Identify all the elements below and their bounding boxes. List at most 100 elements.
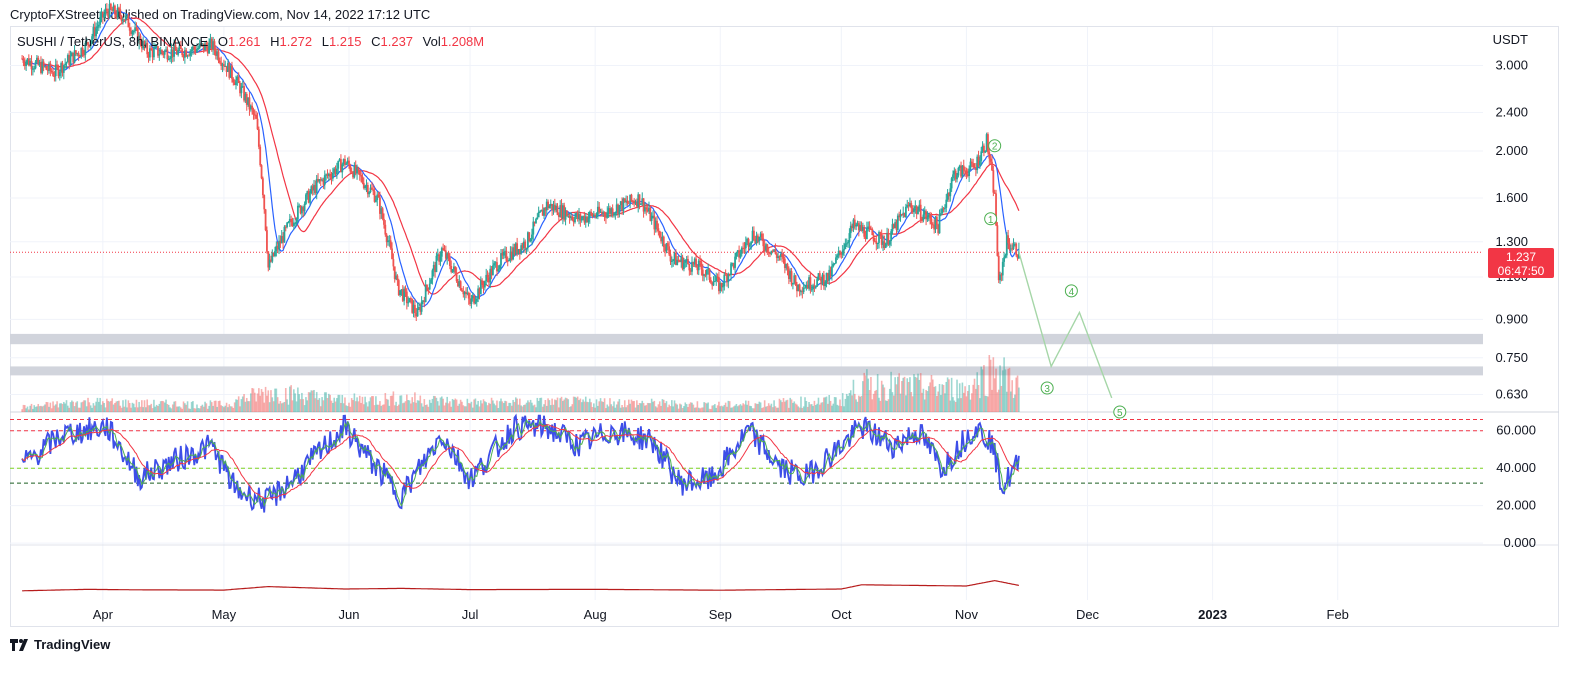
candle-body [146, 42, 149, 55]
candle-body [586, 216, 588, 223]
volume-bar [57, 407, 60, 412]
volume-bar [75, 402, 77, 412]
candle-body [622, 198, 625, 211]
candle-body [189, 50, 192, 56]
volume-bar [626, 405, 629, 412]
volume-bar [223, 407, 225, 412]
volume-bar [454, 398, 457, 412]
volume-bar [973, 378, 976, 412]
candle-body [442, 248, 445, 250]
volume-bar [415, 402, 418, 412]
symbol-label[interactable]: SUSHI / TetherUS, 8h, BINANCE [17, 34, 209, 49]
volume-bar [345, 405, 348, 412]
volume-bar [147, 405, 150, 412]
candle-body [648, 207, 650, 212]
volume-bar [638, 403, 641, 412]
candle-body [309, 193, 311, 203]
price-tick-label: 0.900 [1495, 311, 1528, 326]
candle-body [848, 233, 851, 242]
candle-body [981, 145, 984, 152]
candle-body [529, 239, 532, 242]
candle-body [46, 69, 49, 71]
volume-bar [761, 408, 763, 412]
candle-body [560, 205, 563, 219]
volume-bar [944, 393, 946, 412]
volume-bar [773, 400, 775, 412]
rsi-line [21, 413, 1020, 513]
volume-bar [198, 408, 201, 412]
volume-bar [282, 402, 284, 412]
wave-label: 3 [1044, 384, 1050, 395]
candle-body [457, 281, 459, 287]
candle-body [1008, 242, 1011, 250]
volume-bar [695, 407, 697, 412]
volume-bar [914, 376, 917, 412]
volume-bar [745, 400, 747, 412]
candle-body [879, 232, 882, 235]
candle-body [962, 165, 965, 171]
volume-bar [362, 404, 365, 412]
volume-bar [424, 405, 427, 412]
volume-bar [835, 397, 837, 412]
candle-body [482, 285, 485, 288]
candle-body [455, 272, 458, 282]
candle-body [517, 249, 520, 254]
volume-bar [323, 392, 326, 412]
volume-bar [397, 404, 400, 412]
volume-bar [701, 407, 704, 412]
candle-body [960, 165, 962, 177]
candle-body [157, 46, 159, 56]
candle-body [451, 269, 454, 272]
candle-body [194, 49, 197, 53]
volume-bar [254, 392, 256, 412]
volume-bar [284, 388, 287, 412]
volume-bar [893, 395, 895, 412]
candle-body [427, 287, 430, 290]
candle-body [57, 66, 60, 77]
rsi-average-line [21, 424, 1020, 500]
volume-bar [360, 402, 362, 412]
price-badge-value: 1.237 [1506, 250, 1536, 264]
candle-body [956, 175, 958, 180]
volume-bar [1016, 375, 1019, 412]
volume-bar [432, 395, 435, 412]
candle-body [323, 175, 326, 185]
candle-body [804, 287, 806, 289]
volume-bar [719, 406, 722, 412]
candle-body [350, 171, 353, 173]
volume-bar [961, 382, 964, 412]
volume-bar [357, 401, 360, 412]
candle-body [147, 54, 150, 58]
candle-body [418, 306, 420, 309]
tradingview-logo[interactable]: TradingView [10, 637, 110, 652]
candle-body [798, 284, 801, 292]
volume-bar [823, 397, 825, 412]
candle-body [996, 225, 999, 256]
volume-bar [866, 369, 868, 412]
volume-bar [111, 398, 114, 412]
volume-bar [364, 396, 366, 412]
candle-body [87, 42, 89, 45]
volume-bar [636, 400, 638, 412]
volume-bar [899, 393, 902, 412]
volume-bar [992, 357, 995, 412]
candle-body [537, 211, 540, 218]
price-badge-countdown: 06:47:50 [1498, 264, 1545, 278]
volume-bar [781, 402, 783, 412]
volume-bar [451, 398, 454, 412]
candle-body [935, 216, 938, 225]
candle-body [338, 159, 341, 161]
candle-body [120, 15, 123, 22]
volume-bar [161, 400, 163, 412]
candle-body [348, 160, 350, 166]
candle-body [294, 223, 297, 225]
volume-bar [162, 401, 165, 412]
candle-body [450, 266, 453, 272]
volume-bar [868, 390, 871, 412]
candle-body [380, 208, 383, 214]
volume-bar [993, 378, 996, 412]
chart-frame[interactable] [10, 26, 1559, 627]
candle-body [801, 291, 804, 293]
volume-bar [895, 384, 898, 412]
